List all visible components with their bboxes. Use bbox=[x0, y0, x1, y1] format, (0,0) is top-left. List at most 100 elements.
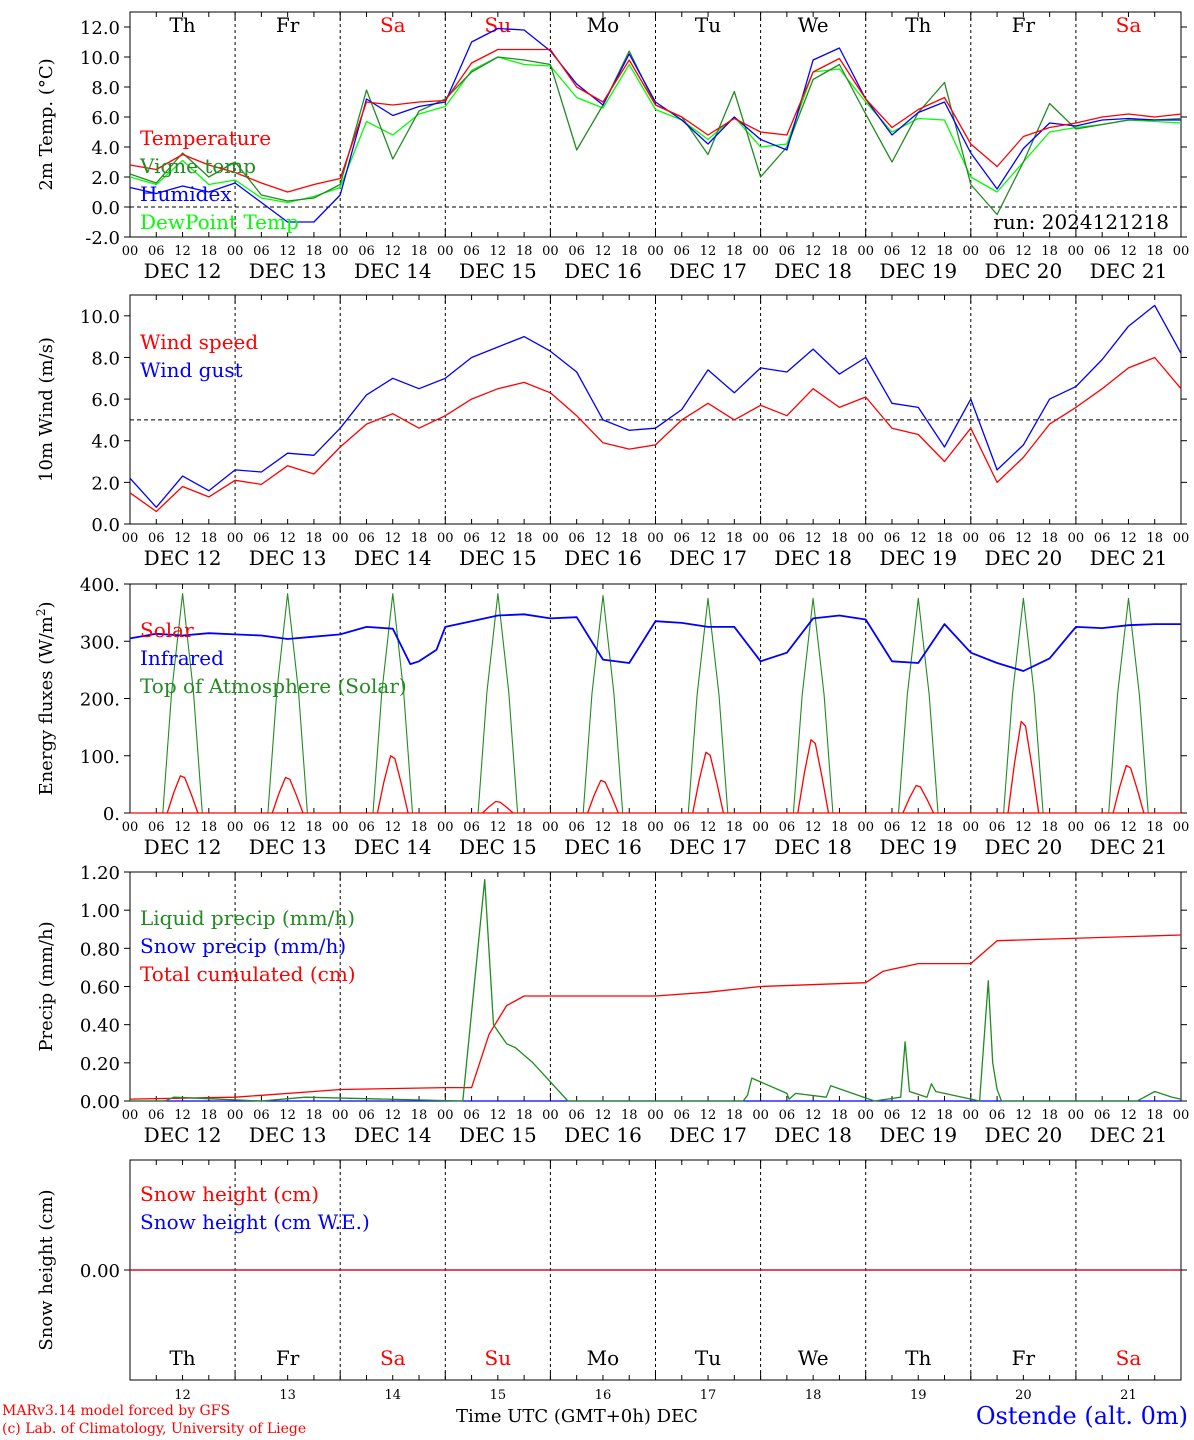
series-line-infrared bbox=[129, 613, 1181, 672]
hour-tick-label: 00 bbox=[647, 244, 664, 259]
hour-tick-label: 18 bbox=[936, 531, 953, 546]
hour-tick-label: 00 bbox=[122, 244, 139, 259]
hour-tick-label: 18 bbox=[201, 820, 218, 835]
hour-tick-label: 12 bbox=[490, 244, 507, 259]
weekday-label-bottom: Su bbox=[485, 1346, 512, 1370]
weekday-label-bottom: Mo bbox=[587, 1346, 620, 1370]
hour-tick-label: 06 bbox=[358, 820, 375, 835]
hour-tick-label: 12 bbox=[1015, 244, 1032, 259]
hour-tick-label: 12 bbox=[490, 820, 507, 835]
weekday-label-bottom: Th bbox=[905, 1346, 931, 1370]
weekday-label: Th bbox=[905, 13, 931, 37]
y-tick-label: 6.0 bbox=[91, 108, 120, 129]
hour-tick-label: 18 bbox=[831, 531, 848, 546]
hour-tick-label: 00 bbox=[332, 820, 349, 835]
y-tick-label: 0.0 bbox=[91, 515, 120, 536]
hour-tick-label: 18 bbox=[516, 820, 533, 835]
y-tick-label: 6.0 bbox=[91, 390, 120, 411]
hour-tick-label: 00 bbox=[857, 1108, 874, 1123]
panel-5: 0.00 Snow height (cm) Snow height (cm) Snow… bbox=[36, 1159, 1187, 1403]
toa-solar-day-9 bbox=[1003, 597, 1044, 814]
y-tick-label: 200. bbox=[80, 690, 120, 711]
hour-tick-label: 06 bbox=[989, 244, 1006, 259]
date-label: DEC 21 bbox=[1090, 546, 1168, 570]
hour-tick-label: 00 bbox=[752, 531, 769, 546]
weekday-label: Th bbox=[169, 13, 195, 37]
series-line-total-cumulated-cm- bbox=[129, 934, 1182, 1100]
hour-tick-label: 00 bbox=[227, 244, 244, 259]
weekday-label-bottom: Sa bbox=[1116, 1346, 1142, 1370]
hour-tick-label: 12 bbox=[1015, 1108, 1032, 1123]
hour-tick-label: 06 bbox=[358, 1108, 375, 1123]
hour-tick-label: 06 bbox=[884, 820, 901, 835]
hour-tick-label: 06 bbox=[253, 820, 270, 835]
hour-tick-label: 06 bbox=[568, 244, 585, 259]
lab-credit: (c) Lab. of Climatology, University of L… bbox=[2, 1421, 307, 1437]
hour-tick-label: 12 bbox=[700, 820, 717, 835]
weekday-label: Tu bbox=[695, 13, 721, 37]
weekday-label-bottom: Tu bbox=[695, 1346, 721, 1370]
date-label: DEC 19 bbox=[879, 546, 957, 570]
solar-day-9 bbox=[1007, 720, 1040, 814]
y-tick-label: 8.0 bbox=[91, 78, 120, 99]
hour-tick-label: 18 bbox=[306, 244, 323, 259]
x-axis-title-text: Time UTC (GMT+0h) bbox=[456, 1406, 651, 1427]
date-label: DEC 18 bbox=[774, 1123, 852, 1147]
panel-3: 00 06 12 18 00 06 12 18 00 06 12 18 00 06 12 18 00 06 12 18… bbox=[34, 575, 1189, 859]
date-label: DEC 17 bbox=[669, 259, 747, 283]
weekday-label: Fr bbox=[276, 13, 300, 37]
y-axis-label: Precip (mm/h) bbox=[36, 921, 57, 1051]
day-number-label: 15 bbox=[490, 1388, 507, 1403]
hour-tick-label: 18 bbox=[621, 820, 638, 835]
hour-tick-label: 00 bbox=[332, 244, 349, 259]
legend-entry: Humidex bbox=[140, 182, 232, 206]
y-tick-label: 100. bbox=[80, 747, 120, 768]
legend-entry: Infrared bbox=[140, 646, 224, 670]
solar-day-2 bbox=[271, 776, 304, 814]
weekday-label: We bbox=[798, 13, 829, 37]
hour-tick-label: 12 bbox=[279, 244, 296, 259]
y-tick-label: 2.0 bbox=[91, 168, 120, 189]
hour-tick-label: 18 bbox=[936, 244, 953, 259]
hour-tick-label: 00 bbox=[542, 531, 559, 546]
date-label: DEC 15 bbox=[459, 546, 537, 570]
hour-tick-label: 18 bbox=[1041, 820, 1058, 835]
date-label: DEC 20 bbox=[984, 546, 1062, 570]
hour-tick-label: 12 bbox=[910, 531, 927, 546]
legend-entry: Top of Atmosphere (Solar) bbox=[140, 674, 407, 698]
hour-tick-label: 00 bbox=[857, 244, 874, 259]
hour-tick-label: 18 bbox=[306, 820, 323, 835]
hour-tick-label: 06 bbox=[148, 1108, 165, 1123]
hour-tick-label: 18 bbox=[411, 1108, 428, 1123]
hour-tick-label: 00 bbox=[963, 531, 980, 546]
hour-tick-label: 18 bbox=[621, 1108, 638, 1123]
date-label: DEC 19 bbox=[879, 835, 957, 859]
date-label: DEC 16 bbox=[564, 546, 642, 570]
hour-tick-label: 06 bbox=[989, 820, 1006, 835]
hour-tick-label: 00 bbox=[437, 244, 454, 259]
hour-tick-label: 00 bbox=[1173, 531, 1190, 546]
date-label: DEC 15 bbox=[459, 835, 537, 859]
series-line-temperature bbox=[129, 48, 1182, 193]
hour-tick-label: 00 bbox=[227, 1108, 244, 1123]
day-number-label: 20 bbox=[1015, 1388, 1032, 1403]
hour-tick-label: 12 bbox=[174, 1108, 191, 1123]
date-label: DEC 17 bbox=[669, 835, 747, 859]
hour-tick-label: 12 bbox=[490, 1108, 507, 1123]
day-number-label: 14 bbox=[384, 1388, 401, 1403]
hour-tick-label: 00 bbox=[963, 1108, 980, 1123]
hour-tick-label: 06 bbox=[1094, 1108, 1111, 1123]
hour-tick-label: 12 bbox=[595, 1108, 612, 1123]
hour-tick-label: 18 bbox=[726, 244, 743, 259]
hour-tick-label: 00 bbox=[227, 531, 244, 546]
legend-entry: Snow precip (mm/h) bbox=[140, 934, 346, 958]
hour-tick-label: 00 bbox=[1173, 820, 1190, 835]
y-axis-label: Snow height (cm) bbox=[36, 1189, 57, 1350]
day-number-label: 16 bbox=[595, 1388, 612, 1403]
date-label: DEC 21 bbox=[1090, 1123, 1168, 1147]
hour-tick-label: 18 bbox=[201, 531, 218, 546]
weekday-label: Sa bbox=[1116, 13, 1142, 37]
weekday-label-bottom: Th bbox=[169, 1346, 195, 1370]
hour-tick-label: 00 bbox=[1068, 820, 1085, 835]
y-tick-label: 0.00 bbox=[80, 1261, 120, 1282]
